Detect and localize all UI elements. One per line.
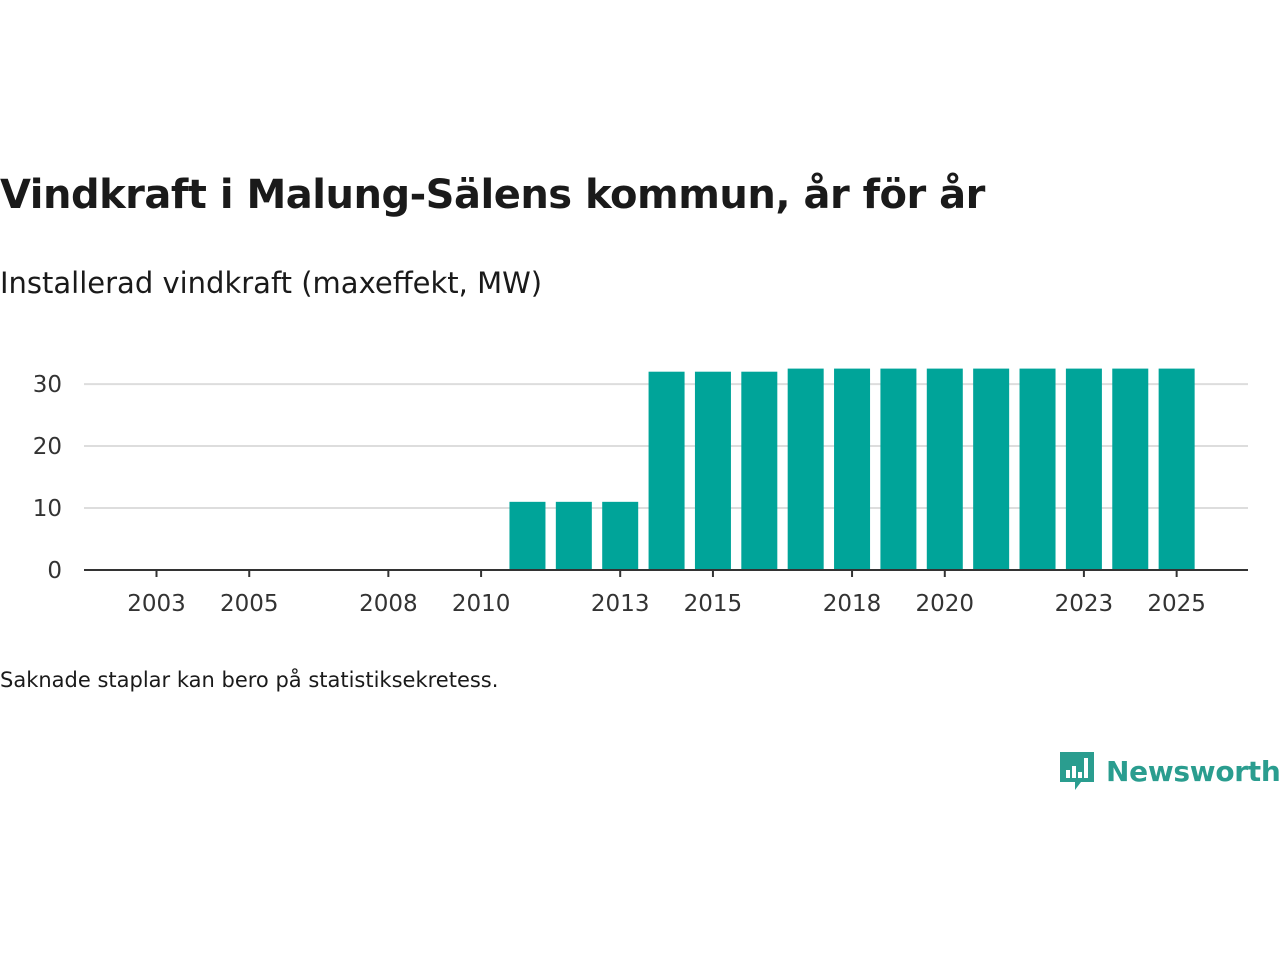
x-axis [84,569,1248,577]
bar-2021[interactable] [973,368,1010,570]
bar-2015[interactable] [694,371,731,570]
bar-2024[interactable] [1112,368,1149,570]
bar-2022[interactable] [1019,368,1056,570]
y-tick-label-0: 0 [47,558,62,584]
bars [509,368,1195,570]
bar-2013[interactable] [602,501,639,570]
bar-2011[interactable] [509,501,546,570]
newsworthy-logo-icon [1060,752,1094,790]
bar-2019[interactable] [880,368,917,570]
x-tick-label-2018: 2018 [823,591,882,617]
y-tick-label-30: 30 [33,372,62,398]
x-tick-label-2013: 2013 [591,591,650,617]
bar-2023[interactable] [1065,368,1102,570]
x-tick-label-2023: 2023 [1055,591,1114,617]
x-tick-label-2020: 2020 [916,591,975,617]
bar-2025[interactable] [1158,368,1195,570]
x-tick-label-2025: 2025 [1147,591,1206,617]
bar-2017[interactable] [787,368,824,570]
y-tick-label-20: 20 [33,434,62,460]
x-tick-labels: 2003 2005 2008 2010 2013 2015 2018 2020 2023 2025 [127,591,1206,617]
bar-chart: 0 10 20 30 2003 2005 2008 2010 2013 2015 2018 2020… [33,368,1248,617]
bar-2016[interactable] [741,371,778,570]
x-tick-label-2008: 2008 [359,591,418,617]
chart-title: Vindkraft i Malung-Sälens kommun, år för… [0,172,985,218]
brand-name: Newsworthy [1106,754,1280,788]
chart-subtitle: Installerad vindkraft (maxeffekt, MW) [0,266,543,300]
bar-2020[interactable] [926,368,963,570]
footnote: Saknade staplar kan bero på statistiksek… [0,668,499,692]
x-tick-label-2010: 2010 [452,591,511,617]
x-tick-label-2005: 2005 [220,591,279,617]
y-tick-labels: 0 10 20 30 [33,372,62,584]
x-tick-label-2015: 2015 [684,591,743,617]
y-tick-label-10: 10 [33,496,62,522]
newsworthy-logo[interactable]: Newsworthy [1058,748,1280,794]
x-tick-label-2003: 2003 [127,591,186,617]
bar-2018[interactable] [834,368,871,570]
bar-2012[interactable] [555,501,592,570]
bar-2014[interactable] [648,371,685,570]
